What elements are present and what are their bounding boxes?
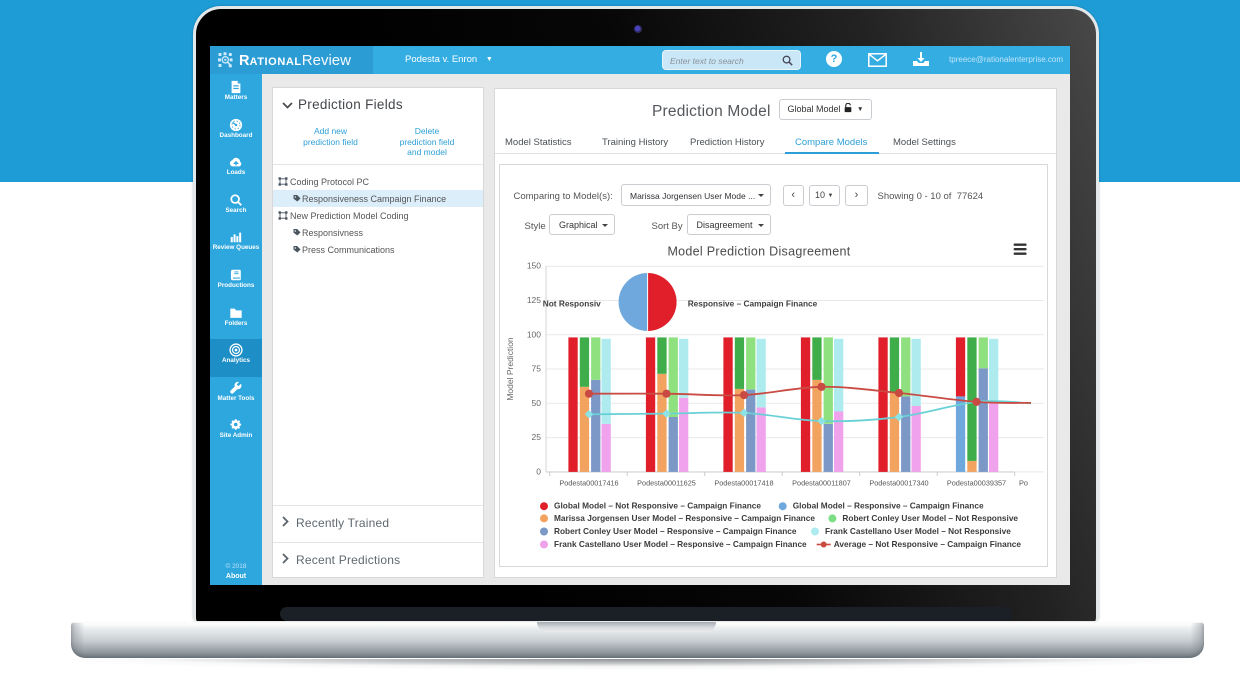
svg-text:Podesta00017416: Podesta00017416 (559, 479, 618, 488)
svg-text:Podesta00017418: Podesta00017418 (714, 479, 773, 488)
svg-text:150: 150 (526, 261, 540, 271)
svg-text:Responsive – Campaign Finance: Responsive – Campaign Finance (687, 299, 817, 309)
svg-text:125: 125 (526, 295, 540, 305)
svg-text:Model Prediction: Model Prediction (505, 337, 515, 401)
svg-text:Po: Po (1019, 479, 1028, 488)
svg-text:Frank Castellano User Model –: Frank Castellano User Model – Responsive… (554, 539, 807, 549)
svg-text:Global Model – Responsive – Ca: Global Model – Responsive – Campaign Fin… (792, 501, 983, 511)
svg-text:Model Prediction Disagreement: Model Prediction Disagreement (667, 245, 850, 259)
svg-text:Robert Conley User Model – Not: Robert Conley User Model – Not Responsiv… (842, 513, 1018, 523)
svg-text:Podesta00011625: Podesta00011625 (637, 479, 696, 488)
svg-text:Podesta00011807: Podesta00011807 (792, 479, 851, 488)
svg-text:75: 75 (531, 364, 541, 374)
svg-text:Marissa Jorgensen User Model –: Marissa Jorgensen User Model – Responsiv… (554, 513, 815, 523)
svg-text:Global Model – Not Responsive: Global Model – Not Responsive – Campaign… (554, 501, 761, 511)
svg-text:Robert Conley User Model – Res: Robert Conley User Model – Responsive – … (554, 526, 797, 536)
svg-text:0: 0 (536, 467, 541, 477)
svg-text:Not Responsiv: Not Responsiv (542, 299, 600, 309)
svg-text:25: 25 (531, 432, 541, 442)
svg-text:Podesta00039357: Podesta00039357 (946, 479, 1005, 488)
svg-text:100: 100 (526, 330, 540, 340)
svg-text:50: 50 (531, 398, 541, 408)
svg-text:Average – Not Responsive – Cam: Average – Not Responsive – Campaign Fina… (833, 539, 1021, 549)
svg-text:Podesta00017340: Podesta00017340 (869, 479, 928, 488)
svg-text:Frank Castellano User Model –: Frank Castellano User Model – Not Respon… (825, 526, 1011, 536)
